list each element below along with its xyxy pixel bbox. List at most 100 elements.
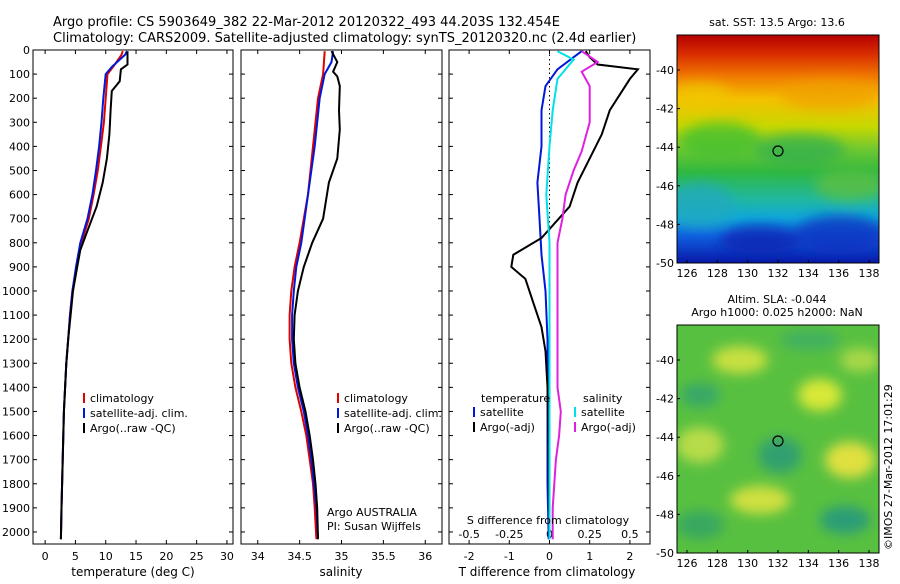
s-tick-label: 0.25 [577,528,602,541]
series-line-argo-raw-qc- [292,50,341,540]
y-tick-label: 900 [9,261,30,274]
legend-label: satellite-adj. clim. [344,407,442,420]
imos-credit: ©IMOS 27-Mar-2012 17:01:29 [882,384,895,550]
s-tick-label: -0.5 [458,528,479,541]
series-line-s-argo-adj- [551,50,600,540]
map-x-tick-label: 136 [828,267,849,280]
legend-label: climatology [344,392,408,405]
y-tick-label: 1100 [2,309,30,322]
x-tick-label: 5 [72,550,79,563]
map-x-tick-label: 136 [828,557,849,570]
y-tick-label: 600 [9,189,30,202]
map-x-tick-label: 134 [798,557,819,570]
x-tick-label: -2 [464,550,475,563]
sla-map-title-line2: Argo h1000: 0.025 h2000: NaN [691,306,863,319]
temperature-plot: 0100200300400500600700800900100011001200… [2,44,234,563]
s-tick-label: 0.5 [621,528,639,541]
map-y-tick-label: -46 [656,180,674,193]
y-tick-label: 700 [9,213,30,226]
y-tick-label: 1800 [2,478,30,491]
y-tick-label: 0 [23,44,30,57]
map-y-tick-label: -48 [656,218,674,231]
series-line-climatology [59,50,124,540]
x-tick-label: 35 [335,550,349,563]
x-tick-label: 36 [418,550,432,563]
map-x-tick-label: 132 [768,267,789,280]
header-line1: Argo profile: CS 5903649_382 22-Mar-2012… [53,15,560,30]
y-tick-label: 1700 [2,454,30,467]
map-x-tick-label: 126 [677,267,698,280]
x-tick-label: 34 [251,550,265,563]
series-line-s-satellite [545,50,576,540]
sla-map [677,325,879,553]
y-tick-label: 1900 [2,502,30,515]
legend-label: Argo(..raw -QC) [344,422,430,435]
y-tick-label: 1600 [2,430,30,443]
series-line-t-argo-adj- [510,50,640,540]
x-tick-label: 0 [42,550,49,563]
x-tick-label: 34.5 [287,550,312,563]
sst-argo-marker [772,145,784,157]
s-tick-label: -0.25 [495,528,523,541]
legend-heading-salinity: salinity [583,392,623,405]
map-x-tick-label: 128 [707,267,728,280]
y-tick-label: 500 [9,164,30,177]
y-tick-label: 300 [9,116,30,129]
y-tick-label: 400 [9,140,30,153]
map-x-tick-label: 126 [677,557,698,570]
y-tick-label: 200 [9,92,30,105]
x-tick-label: 10 [99,550,113,563]
series-line-satellite-adj-clim- [291,51,335,540]
sst-map [677,35,879,263]
x-tick-label: 35.5 [371,550,396,563]
map-x-tick-label: 130 [737,267,758,280]
series-line-argo-raw-qc- [59,51,129,540]
sla-map-title-line1: Altim. SLA: -0.044 [727,293,826,306]
legend-label: Argo(..raw -QC) [90,422,176,435]
legend-label: satellite [581,406,625,419]
map-y-tick-label: -48 [656,508,674,521]
argo-pi-text: PI: Susan Wijffels [327,520,421,533]
map-x-tick-label: 138 [859,557,880,570]
map-y-tick-label: -46 [656,470,674,483]
y-tick-label: 100 [9,68,30,81]
t-difference-xlabel: T difference from climatology [458,565,636,579]
salinity-xlabel: salinity [319,565,362,579]
temperature-xlabel: temperature (deg C) [71,565,194,579]
y-tick-label: 1300 [2,357,30,370]
map-y-tick-label: -44 [656,431,674,444]
map-y-tick-label: -40 [656,64,674,77]
map-x-tick-label: 138 [859,267,880,280]
map-x-tick-label: 134 [798,267,819,280]
series-line-satellite-adj-clim- [59,50,128,540]
s-difference-xlabel: S difference from climatology [467,514,630,527]
legend-label: satellite [480,406,524,419]
sla-argo-marker [772,435,784,447]
sst-map-axes: 126 128 130 132 134 136 138 -40 -42 -44 -46 -48 -50 [656,64,879,280]
map-y-tick-label: -42 [656,103,674,116]
x-tick-label: 30 [220,550,234,563]
y-tick-label: 2000 [2,526,30,539]
y-tick-label: 1000 [2,285,30,298]
y-tick-label: 1500 [2,405,30,418]
y-tick-label: 1400 [2,381,30,394]
salinity-plot: 34 34.5 35 35.5 36 climatology satellite-adj. … [241,49,442,563]
y-tick-label: 800 [9,237,30,250]
argo-owner-text: Argo AUSTRALIA [327,506,417,519]
map-x-tick-label: 128 [707,557,728,570]
legend-label: climatology [90,392,154,405]
x-tick-label: 2 [626,550,633,563]
header-line2: Climatology: CARS2009. Satellite-adjuste… [53,31,636,46]
map-y-tick-label: -50 [656,547,674,560]
map-y-tick-label: -42 [656,393,674,406]
x-tick-label: 15 [129,550,143,563]
y-tick-label: 1200 [2,333,30,346]
salinity-panel [240,49,443,545]
x-tick-label: -1 [504,550,515,563]
legend-label: Argo(-adj) [581,421,636,434]
legend-heading-temperature: temperature [481,392,550,405]
legend-label: Argo(-adj) [480,421,535,434]
sst-map-title: sat. SST: 13.5 Argo: 13.6 [709,16,845,29]
